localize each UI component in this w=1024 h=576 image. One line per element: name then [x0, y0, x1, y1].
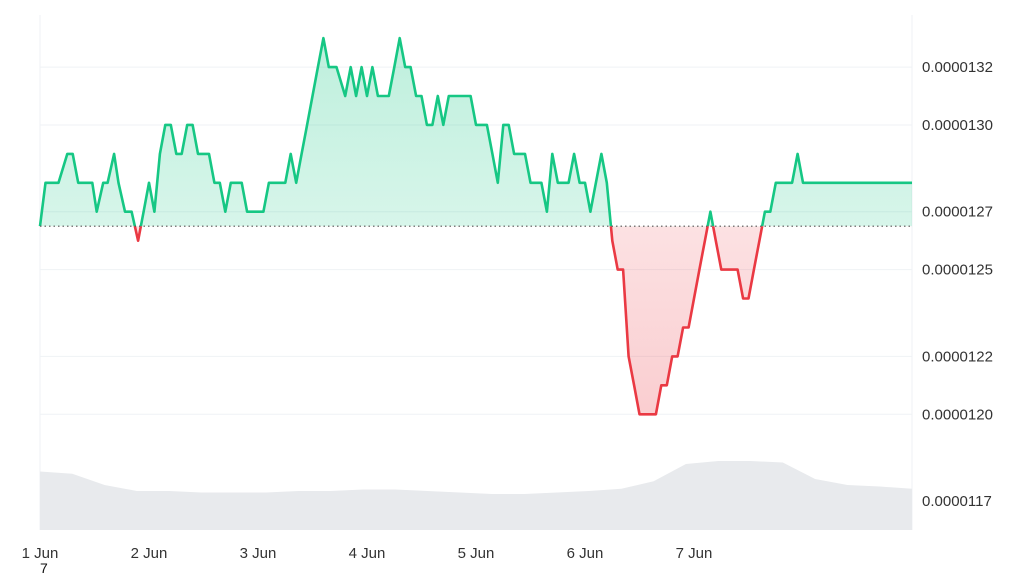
x-tick-label: 2 Jun [131, 545, 168, 562]
price-area-fill [40, 38, 912, 415]
x-tick-label: 1 Jun [22, 545, 59, 562]
volume-area [40, 461, 912, 530]
line-above-baseline [38, 36, 912, 227]
fill-below-baseline [40, 226, 912, 415]
x-axis-ticks: 1 Jun 2 Jun 3 Jun 4 Jun 5 Jun 6 Jun 7 Jun [22, 545, 713, 562]
x-tick-label: 5 Jun [458, 545, 495, 562]
gridlines [39, 15, 913, 530]
price-line [38, 36, 912, 416]
x-tick-label: 6 Jun [567, 545, 604, 562]
x-tick-label: 4 Jun [349, 545, 386, 562]
y-axis-ticks: 0.0000132 0.0000130 0.0000127 0.0000125 0.00… [922, 59, 993, 510]
corner-note: 7 [40, 560, 48, 576]
y-tick-label: 0.0000125 [922, 262, 993, 279]
y-tick-label: 0.0000130 [922, 117, 993, 134]
x-tick-label: 3 Jun [240, 545, 277, 562]
y-tick-label: 0.0000117 [922, 493, 992, 510]
y-tick-label: 0.0000120 [922, 406, 993, 423]
y-tick-label: 0.0000127 [922, 204, 993, 221]
y-tick-label: 0.0000132 [922, 59, 993, 76]
x-tick-label: 7 Jun [676, 545, 713, 562]
y-tick-label: 0.0000122 [922, 348, 993, 365]
fill-above-baseline [40, 38, 912, 227]
volume-shape [40, 461, 912, 530]
